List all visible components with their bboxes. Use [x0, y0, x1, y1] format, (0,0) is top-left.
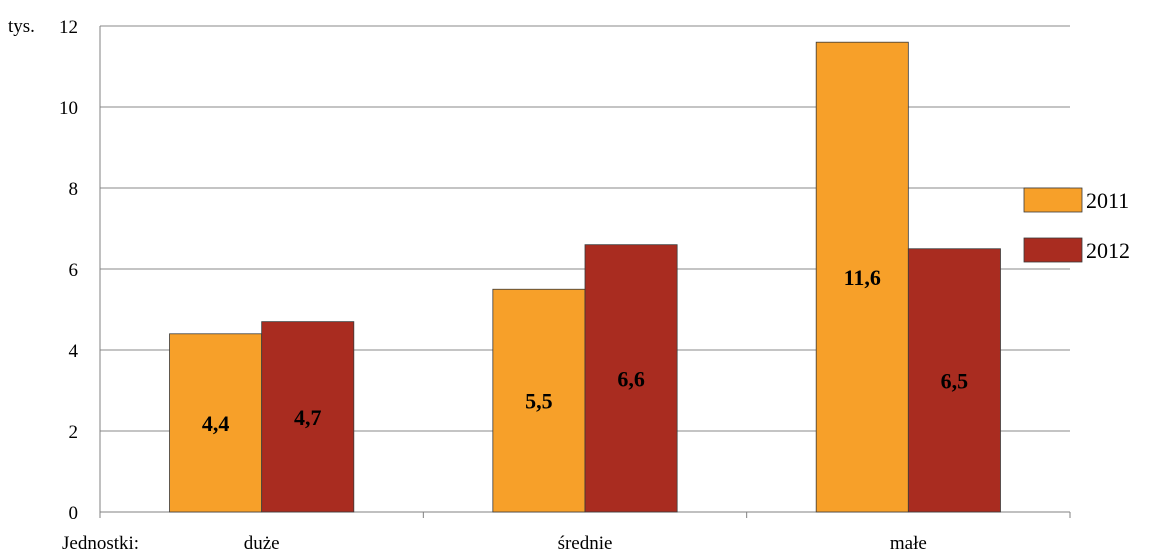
data-label: 4,4	[202, 411, 230, 436]
y-tick-label: 8	[69, 179, 79, 200]
data-label: 5,5	[525, 389, 553, 414]
legend: 2011 2012	[1024, 188, 1130, 263]
data-label: 6,5	[941, 368, 969, 393]
category-labels: duże średnie małe	[244, 533, 927, 553]
y-tick-label: 10	[59, 98, 78, 119]
legend-label: 2011	[1086, 188, 1129, 213]
y-tick-label: 6	[69, 260, 79, 281]
y-unit-label: tys.	[8, 16, 35, 37]
bars: 4,4 4,7 5,5 6,6 11,6 6,5	[170, 42, 1001, 512]
legend-swatch	[1024, 188, 1082, 212]
y-tick-label: 2	[69, 422, 79, 443]
legend-label: 2012	[1086, 238, 1130, 263]
y-tick-label: 0	[69, 503, 79, 524]
legend-swatch	[1024, 238, 1082, 262]
y-tick-label: 12	[59, 17, 78, 38]
category-label: średnie	[558, 533, 613, 553]
data-label: 6,6	[617, 366, 645, 391]
data-label: 11,6	[844, 265, 881, 290]
data-label: 4,7	[294, 405, 322, 430]
category-label: małe	[890, 533, 927, 553]
category-label: duże	[244, 533, 280, 553]
category-axis-caption: Jednostki:	[62, 533, 139, 553]
y-tick-labels: 0 2 4 6 8 10 12	[59, 17, 79, 524]
y-tick-label: 4	[69, 341, 79, 362]
